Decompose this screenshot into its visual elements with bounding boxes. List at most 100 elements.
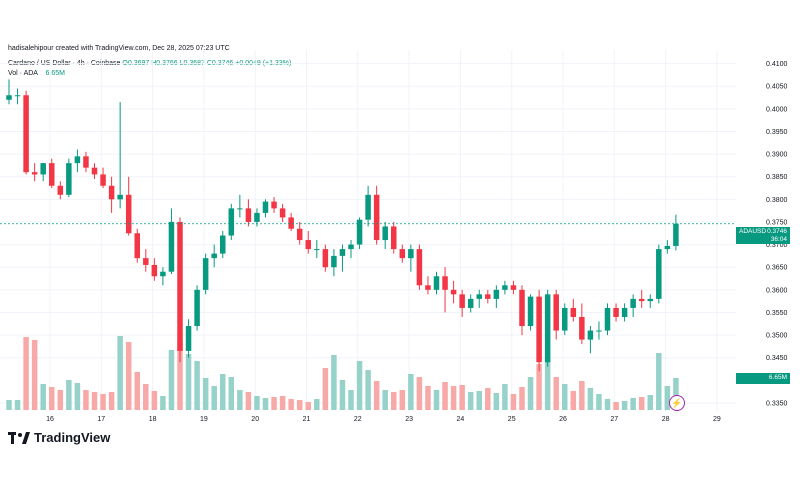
price-tag-price: 0.3746 xyxy=(767,228,787,235)
candle-up xyxy=(562,307,568,331)
candle-down xyxy=(125,194,132,234)
volume-bar xyxy=(271,397,277,410)
volume-bar xyxy=(108,392,115,410)
last-price-tag: ADAUSD 0.3746 36:04 xyxy=(736,227,790,244)
candle-up xyxy=(673,223,679,246)
price-tick-label: 0.3750 xyxy=(766,219,788,226)
candle-down xyxy=(177,221,183,351)
candle-up xyxy=(587,330,594,340)
volume-bar xyxy=(168,350,175,410)
price-tick-label: 0.4000 xyxy=(766,106,788,113)
volume-bar xyxy=(339,380,346,410)
candle-down xyxy=(279,208,286,218)
volume-bar xyxy=(194,361,200,410)
volume-bar xyxy=(160,396,166,410)
candle-down xyxy=(510,285,517,290)
candle-up xyxy=(74,156,81,164)
candles xyxy=(6,79,679,372)
volume-bar xyxy=(579,381,585,410)
volume-bar xyxy=(382,390,388,410)
candle-down xyxy=(143,258,149,265)
candle-down xyxy=(57,185,64,195)
chart-author-line: hadisalehipour created with TradingView.… xyxy=(8,45,230,52)
tradingview-logo[interactable]: TradingView xyxy=(8,430,110,445)
volume-bar xyxy=(322,368,329,410)
candle-down xyxy=(108,185,115,200)
candle-up xyxy=(656,249,662,299)
volume-legend-value: 6.65M xyxy=(45,70,65,77)
volume-bar xyxy=(202,378,209,410)
candle-down xyxy=(459,294,465,308)
candle-up xyxy=(262,201,269,213)
candle-down xyxy=(570,307,577,317)
price-tag-symbol: ADAUSD xyxy=(739,228,767,235)
volume-bars xyxy=(6,336,679,410)
candle-down xyxy=(245,208,252,222)
price-tick-label: 0.3700 xyxy=(766,242,788,249)
candle-up xyxy=(314,249,320,251)
candle-up xyxy=(382,226,388,241)
time-tick-label: 24 xyxy=(457,416,465,423)
candle-down xyxy=(322,249,329,268)
volume-bar xyxy=(125,342,132,410)
candle-up xyxy=(254,212,260,222)
volume-bar xyxy=(74,383,81,410)
candle-down xyxy=(485,294,491,299)
candle-up xyxy=(168,221,175,272)
volume-bar xyxy=(143,384,149,410)
lightning-icon[interactable]: ⚡ xyxy=(669,395,685,411)
volume-bar xyxy=(656,353,662,410)
price-tick-label: 0.4100 xyxy=(766,61,788,68)
volume-bar xyxy=(228,377,235,410)
price-tick-label: 0.3600 xyxy=(766,287,788,294)
volume-bar xyxy=(288,399,294,410)
volume-bar xyxy=(399,390,406,410)
volume-bar xyxy=(31,340,38,410)
candle-up xyxy=(408,249,414,259)
candle-up xyxy=(647,298,653,302)
candle-up xyxy=(502,285,508,290)
candle-down xyxy=(579,316,585,340)
candle-down xyxy=(100,174,106,186)
volume-bar xyxy=(365,370,371,410)
time-tick-label: 16 xyxy=(46,416,54,423)
price-tick-label: 0.3350 xyxy=(766,400,788,407)
candle-down xyxy=(91,167,98,175)
candle-up xyxy=(40,163,46,175)
volume-bar xyxy=(493,393,500,410)
time-tick-label: 26 xyxy=(559,416,567,423)
candle-up xyxy=(365,194,371,220)
price-tick-label: 0.3950 xyxy=(766,129,788,136)
volume-legend[interactable]: Vol · ADA 6.65M xyxy=(8,70,65,77)
price-axis: 0.4100 0.4050 0.4000 0.3950 0.3900 0.3850 0.38… xyxy=(766,61,788,407)
candle-up xyxy=(544,294,551,363)
volume-bar xyxy=(151,391,158,410)
candle-countdown: 36:04 xyxy=(770,236,787,243)
candle-up xyxy=(476,294,482,299)
volume-label: Vol · ADA xyxy=(8,70,38,77)
volume-bar xyxy=(467,392,474,410)
volume-bar xyxy=(356,361,363,410)
volume-bar xyxy=(604,399,611,410)
price-tick-label: 0.4050 xyxy=(766,84,788,91)
volume-bar xyxy=(502,384,508,410)
candle-down xyxy=(442,276,448,290)
volume-bar xyxy=(647,395,653,410)
volume-bar xyxy=(536,364,542,410)
volume-bar xyxy=(211,386,217,410)
candle-up xyxy=(194,289,200,327)
volume-bar xyxy=(348,390,354,410)
candle-up xyxy=(621,307,628,317)
candle-up xyxy=(596,330,602,332)
time-tick-label: 18 xyxy=(149,416,157,423)
volume-bar xyxy=(49,387,55,410)
candle-up xyxy=(467,298,474,308)
candle-up xyxy=(339,249,346,256)
volume-bar xyxy=(40,384,46,410)
candle-up xyxy=(604,307,611,331)
time-tick-label: 22 xyxy=(354,416,362,423)
time-tick-label: 27 xyxy=(610,416,618,423)
volume-bar xyxy=(14,400,21,410)
time-tick-label: 25 xyxy=(508,416,516,423)
